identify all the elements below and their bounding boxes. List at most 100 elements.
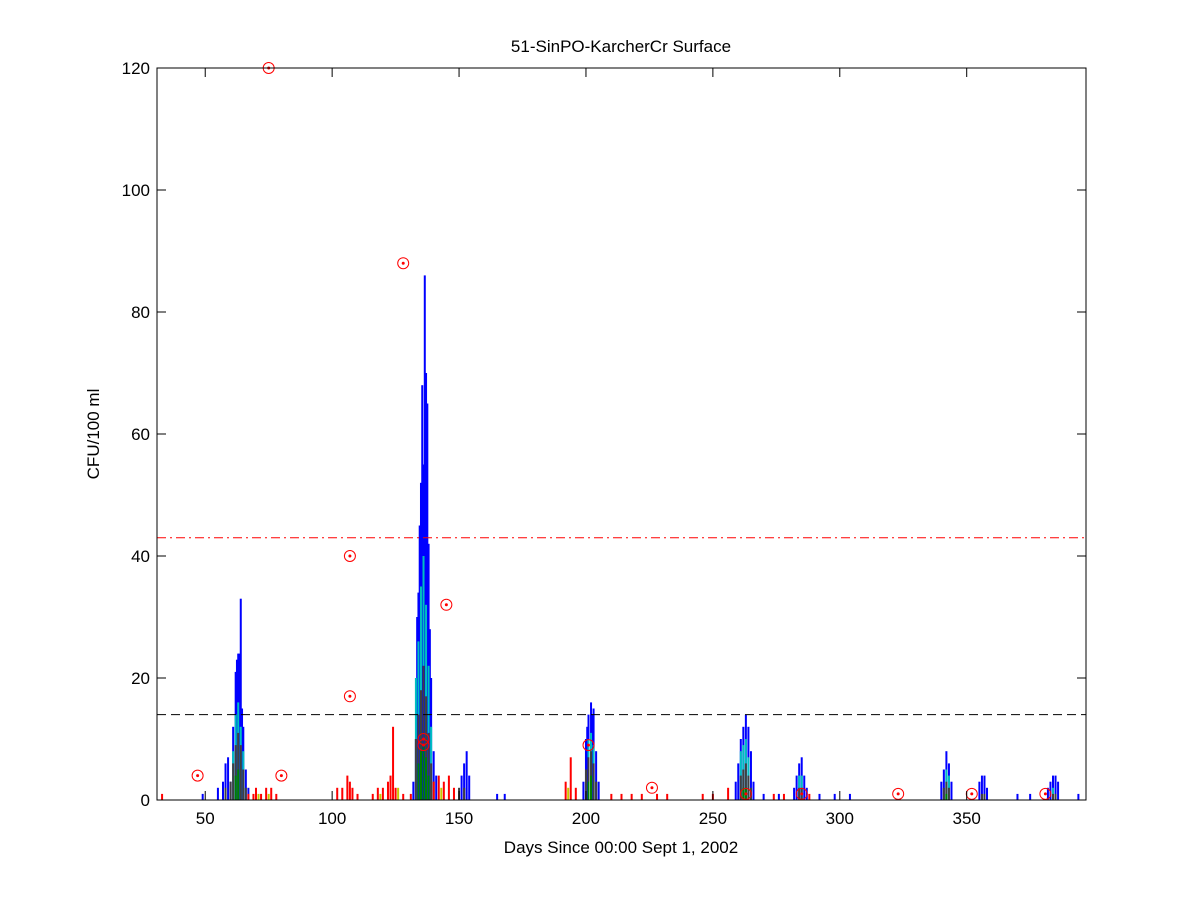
bar-model-blue	[418, 525, 421, 800]
bar-model-gray	[945, 781, 948, 800]
bar-model-red	[640, 793, 643, 800]
bar-model-green	[417, 763, 420, 800]
bar-model-blue	[463, 763, 466, 800]
observed-dot	[422, 737, 426, 741]
observed-point	[191, 769, 204, 782]
bar-model-gray	[739, 775, 742, 800]
observed-dot	[970, 792, 974, 796]
observed-point	[892, 787, 905, 800]
bar-model-gray	[983, 793, 986, 800]
bar-model-gray	[947, 787, 950, 800]
bar-model-blue	[426, 403, 429, 800]
bar-model-blue	[833, 793, 836, 800]
observed-dot	[1043, 792, 1047, 796]
observed-point	[343, 690, 356, 703]
bar-model-blue	[496, 793, 499, 800]
bar-model-blue	[749, 751, 752, 800]
bar-model-green	[590, 775, 593, 800]
y-tick-label: 40	[131, 547, 150, 566]
bar-model-gray	[419, 690, 422, 800]
bar-model-yellow	[440, 787, 443, 800]
bar-model-blue	[848, 793, 851, 800]
bar-model-green	[419, 751, 422, 800]
bar-model-blue	[503, 793, 506, 800]
bar-model-gray	[747, 775, 750, 800]
bar-model-blue	[1054, 775, 1057, 800]
observed-point	[739, 787, 752, 800]
bar-model-blue	[201, 793, 204, 800]
x-tick-label: 50	[196, 809, 215, 828]
bar-model-red	[252, 793, 255, 800]
bar-model-blue	[465, 751, 468, 800]
bar-model-green	[234, 775, 237, 800]
observed-dot	[587, 743, 591, 747]
bar-model-blue	[582, 781, 585, 800]
observed-point	[397, 257, 410, 270]
series-model-green	[234, 745, 948, 800]
bar-model-red	[569, 757, 572, 800]
observed-dot	[348, 694, 352, 698]
bar-model-red	[630, 793, 633, 800]
x-tick-label: 150	[445, 809, 473, 828]
bar-model-gray	[237, 732, 240, 800]
observed-circle	[275, 769, 288, 782]
observed-dot	[650, 786, 654, 790]
bar-model-green	[422, 745, 425, 800]
bar-model-gray	[242, 769, 245, 800]
tick-layer: 50 100 150 200 250 300 350 0 20 40 60 80 100 120	[122, 59, 1086, 828]
bar-model-red	[442, 781, 445, 800]
bar-model-gray	[244, 787, 247, 800]
observed-circle	[397, 257, 410, 270]
bar-model-blue	[793, 787, 796, 800]
bar-model-red	[389, 775, 392, 800]
bar-model-blue	[986, 787, 989, 800]
bar-model-red	[348, 781, 351, 800]
observed-circle	[645, 781, 658, 794]
bar-model-green	[945, 793, 948, 800]
bar-model-blue	[412, 781, 415, 800]
y-axis-label: CFU/100 ml	[84, 389, 103, 480]
observed-circle	[343, 550, 356, 562]
bar-model-gray	[427, 732, 430, 800]
observed-circle	[417, 733, 430, 745]
bar-model-blue	[734, 781, 737, 800]
bar-model-red	[564, 781, 567, 800]
bar-model-red	[394, 787, 397, 800]
observed-point	[582, 739, 595, 752]
bar-model-yellow	[257, 793, 260, 800]
observed-point	[417, 733, 430, 745]
bar-model-gray	[744, 763, 747, 800]
bar-model-blue	[595, 751, 598, 800]
bar-model-red	[808, 793, 811, 800]
x-tick-label: 200	[572, 809, 600, 828]
observed-point	[440, 598, 453, 611]
bar-model-blue	[216, 787, 219, 800]
bar-model-blue	[586, 726, 589, 800]
bar-model-blue	[238, 653, 241, 800]
observed-point	[275, 769, 288, 782]
bar-model-red	[346, 775, 349, 800]
series-model-yellow	[257, 787, 570, 800]
bar-model-gray	[422, 665, 425, 800]
bar-model-blue	[221, 781, 224, 800]
bar-model-red	[275, 793, 278, 800]
bar-model-red	[574, 787, 577, 800]
bar-model-red	[772, 793, 775, 800]
bar-model-blue	[1057, 781, 1060, 800]
bar-model-red	[656, 793, 659, 800]
bar-model-gray	[798, 787, 801, 800]
bar-model-yellow	[397, 787, 400, 800]
observed-circle	[1039, 787, 1052, 800]
observed-dot	[348, 554, 352, 558]
bar-model-blue	[425, 373, 428, 800]
bar-model-gray	[942, 787, 945, 800]
observed-dot	[444, 603, 448, 607]
x-tick-label: 250	[699, 809, 727, 828]
bar-model-red	[247, 793, 250, 800]
bar-model-blue	[978, 781, 981, 800]
bar-model-red	[254, 787, 257, 800]
bar-model-red	[620, 793, 623, 800]
bar-model-gray	[414, 739, 417, 800]
bar-model-blue	[591, 714, 594, 800]
